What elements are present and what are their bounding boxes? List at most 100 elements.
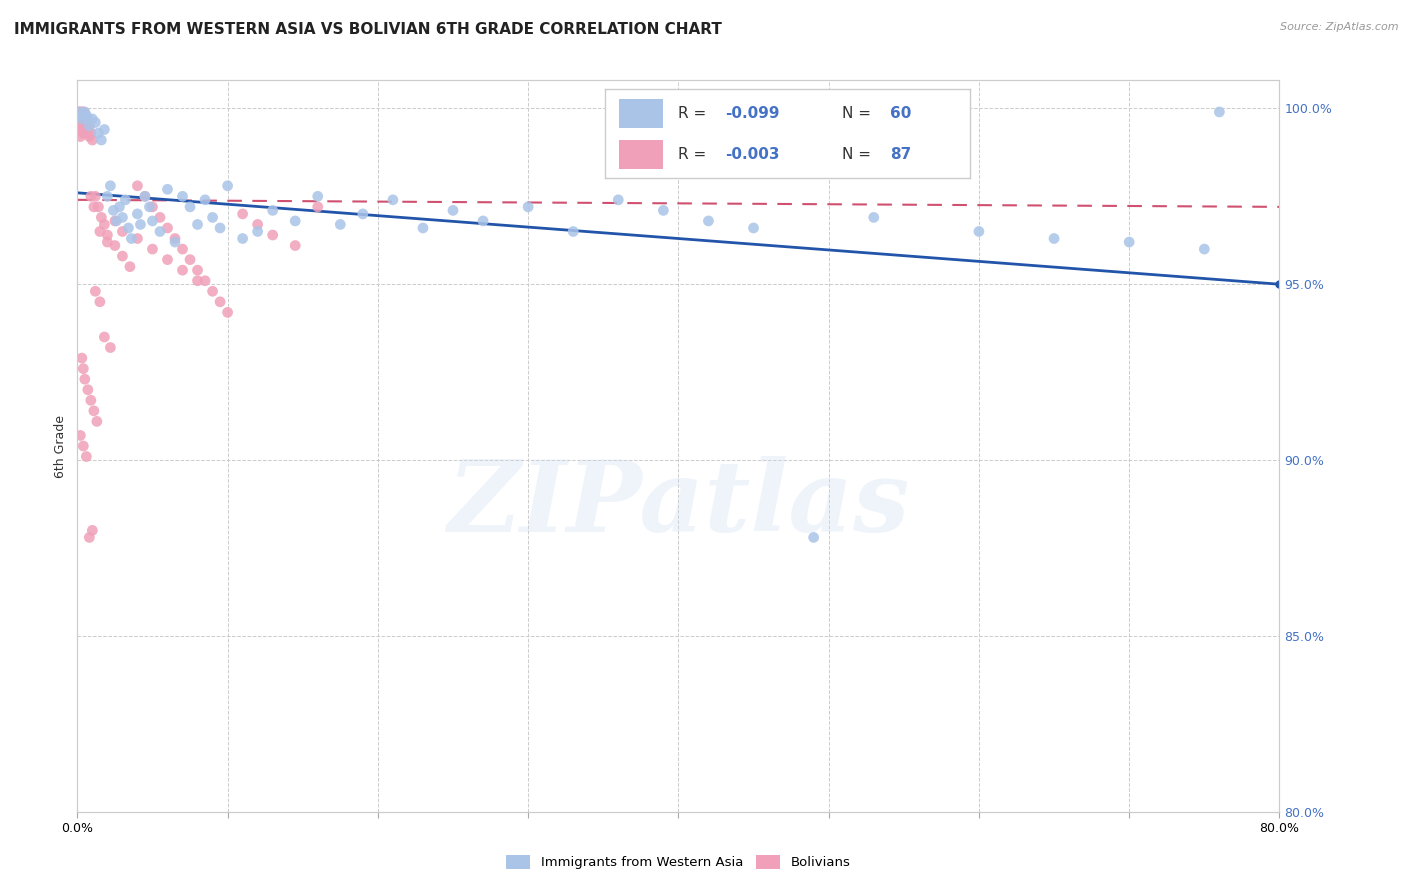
Point xyxy=(163,231,186,245)
Point xyxy=(201,285,224,299)
Point xyxy=(179,252,201,267)
Point xyxy=(803,530,825,544)
Point xyxy=(172,242,194,256)
Text: 60: 60 xyxy=(890,106,911,120)
Point xyxy=(179,200,201,214)
Point xyxy=(90,211,112,225)
Text: N =: N = xyxy=(842,147,876,161)
Point xyxy=(111,211,134,225)
Point xyxy=(96,235,118,249)
Bar xyxy=(619,140,664,169)
Point xyxy=(742,221,765,235)
Point xyxy=(307,200,329,214)
Point xyxy=(134,189,156,203)
Point xyxy=(1208,104,1230,119)
Point xyxy=(82,524,104,538)
Point xyxy=(83,200,105,214)
Point xyxy=(172,263,194,277)
Point xyxy=(149,211,172,225)
Point xyxy=(967,225,990,239)
Point xyxy=(104,214,127,228)
Point xyxy=(67,115,90,129)
Point xyxy=(517,200,540,214)
Point xyxy=(129,218,152,232)
Point xyxy=(194,193,217,207)
Point xyxy=(172,189,194,203)
Point xyxy=(70,112,93,126)
Point xyxy=(138,200,160,214)
Point xyxy=(80,126,103,140)
Text: -0.099: -0.099 xyxy=(725,106,780,120)
Point xyxy=(209,221,232,235)
Point xyxy=(105,214,128,228)
Text: Source: ZipAtlas.com: Source: ZipAtlas.com xyxy=(1281,22,1399,32)
Point xyxy=(652,203,675,218)
Point xyxy=(67,108,90,122)
Point xyxy=(80,189,103,203)
Point xyxy=(69,108,91,122)
Point xyxy=(86,414,108,428)
Point xyxy=(108,200,131,214)
Point xyxy=(75,450,97,464)
Point xyxy=(156,221,179,235)
Point xyxy=(76,115,98,129)
Point xyxy=(76,112,98,126)
Point xyxy=(76,122,98,136)
Text: IMMIGRANTS FROM WESTERN ASIA VS BOLIVIAN 6TH GRADE CORRELATION CHART: IMMIGRANTS FROM WESTERN ASIA VS BOLIVIAN… xyxy=(14,22,721,37)
Point xyxy=(70,351,93,365)
Point xyxy=(82,112,104,126)
Point xyxy=(84,285,107,299)
Point xyxy=(67,119,90,133)
Point xyxy=(862,211,884,225)
Point xyxy=(103,203,125,218)
Point xyxy=(72,439,94,453)
Point xyxy=(100,178,122,193)
Point xyxy=(69,104,91,119)
Point xyxy=(83,404,105,418)
Point xyxy=(607,193,630,207)
Point xyxy=(72,361,94,376)
Point xyxy=(73,104,96,119)
Point xyxy=(72,119,94,133)
Point xyxy=(76,383,98,397)
Point xyxy=(1118,235,1140,249)
Point xyxy=(441,203,464,218)
Point xyxy=(262,227,284,242)
Point xyxy=(149,225,172,239)
Point xyxy=(246,218,269,232)
Point xyxy=(69,129,91,144)
Point xyxy=(100,341,122,355)
Point xyxy=(232,207,254,221)
Point xyxy=(141,242,163,256)
Point xyxy=(73,372,96,386)
Text: R =: R = xyxy=(678,147,711,161)
Point xyxy=(72,104,94,119)
Point xyxy=(217,305,239,319)
Point xyxy=(73,115,96,129)
Point xyxy=(87,200,110,214)
Point xyxy=(141,214,163,228)
Text: R =: R = xyxy=(678,106,711,120)
Point xyxy=(67,104,90,119)
Point xyxy=(87,126,110,140)
Legend: Immigrants from Western Asia, Bolivians: Immigrants from Western Asia, Bolivians xyxy=(501,850,856,875)
Point xyxy=(89,294,111,309)
Point xyxy=(412,221,434,235)
Point xyxy=(209,294,232,309)
Point xyxy=(72,108,94,122)
Point xyxy=(69,122,91,136)
Point xyxy=(67,122,90,136)
Point xyxy=(141,200,163,214)
Point xyxy=(75,126,97,140)
Point xyxy=(69,112,91,126)
Point xyxy=(307,189,329,203)
Point xyxy=(84,115,107,129)
Text: ZIPatlas: ZIPatlas xyxy=(447,457,910,553)
Point xyxy=(329,218,352,232)
Point xyxy=(187,263,209,277)
Point xyxy=(127,178,149,193)
Point xyxy=(70,104,93,119)
Point xyxy=(73,122,96,136)
Point xyxy=(120,231,142,245)
Point xyxy=(111,249,134,263)
